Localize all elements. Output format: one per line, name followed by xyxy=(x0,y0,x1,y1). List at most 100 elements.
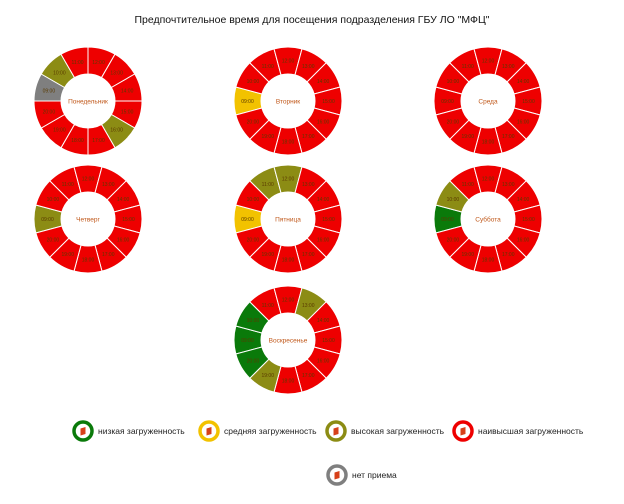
slot-time-label: 12:00 xyxy=(282,59,295,65)
slot-time-label: 14:00 xyxy=(317,197,330,203)
slot-time-label: 16:00 xyxy=(317,358,330,364)
donut-1: 09:00 10:00 11:00 12:00 13:00 14:00 15:00 16:00… xyxy=(33,46,143,156)
slot-time-label: 19:00 xyxy=(261,252,274,258)
day-label: Суббота xyxy=(475,216,501,224)
slot-time-label: 12:00 xyxy=(482,177,495,183)
slot-time-label: 15:00 xyxy=(121,109,134,115)
slot-time-label: 19:00 xyxy=(61,252,74,258)
slot-time-label: 11:00 xyxy=(262,182,274,188)
donut-5: 09:00 10:00 11:00 12:00 13:00 14:00 15:00 16:00… xyxy=(233,164,343,274)
legend-item-medium: средняя загруженность xyxy=(198,420,317,442)
legend-item-none: нет приема xyxy=(326,464,397,486)
slot-time-label: 13:00 xyxy=(302,182,315,188)
slot-segment xyxy=(35,225,70,258)
slot-time-label: 11:00 xyxy=(462,182,474,188)
legend-swatch-icon xyxy=(72,420,94,442)
slot-time-label: 18:00 xyxy=(482,258,495,264)
slot-time-label: 17:00 xyxy=(302,373,315,379)
slot-time-label: 17:00 xyxy=(302,252,315,258)
slot-time-label: 12:00 xyxy=(282,177,295,183)
day-label: Вторник xyxy=(276,99,300,106)
slot-time-label: 20:00 xyxy=(247,237,260,243)
day-label: Четверг xyxy=(76,217,100,224)
slot-time-label: 10:00 xyxy=(447,79,460,85)
slot-time-label: 13:00 xyxy=(110,70,123,76)
legend-label: низкая загруженность xyxy=(98,426,185,436)
slot-time-label: 20:00 xyxy=(447,119,460,125)
slot-time-label: 09:00 xyxy=(441,99,454,105)
legend-label: высокая загруженность xyxy=(351,426,445,436)
donut-4: 09:00 10:00 11:00 12:00 13:00 14:00 15:00 16:00… xyxy=(33,164,143,274)
legend-swatch-icon xyxy=(326,464,348,486)
slot-time-label: 13:00 xyxy=(502,182,515,188)
slot-time-label: 17:00 xyxy=(302,134,315,140)
slot-time-label: 18:00 xyxy=(82,258,95,264)
legend-label: наивысшая загруженность xyxy=(478,426,584,436)
slot-time-label: 18:00 xyxy=(282,140,295,146)
slot-time-label: 19:00 xyxy=(261,134,274,140)
slot-time-label: 14:00 xyxy=(317,318,330,324)
slot-time-label: 12:00 xyxy=(482,59,495,65)
slot-time-label: 11:00 xyxy=(262,64,274,70)
slot-time-label: 14:00 xyxy=(517,197,530,203)
slot-time-label: 09:00 xyxy=(43,89,56,95)
slot-time-label: 11:00 xyxy=(62,182,74,188)
slot-time-label: 17:00 xyxy=(102,252,115,258)
slot-time-label: 14:00 xyxy=(121,89,134,95)
slot-time-label: 15:00 xyxy=(522,217,535,223)
legend-item-highest: наивысшая загруженность xyxy=(452,420,583,442)
slot-time-label: 09:00 xyxy=(241,338,254,344)
slot-time-label: 09:00 xyxy=(241,217,254,223)
slot-time-label: 16:00 xyxy=(517,237,530,243)
slot-time-label: 20:00 xyxy=(447,237,460,243)
slot-time-label: 14:00 xyxy=(117,197,130,203)
slot-time-label: 20:00 xyxy=(47,237,60,243)
slot-time-label: 12:00 xyxy=(92,60,105,66)
slot-segment xyxy=(33,100,66,129)
legend-label: нет приема xyxy=(352,470,397,480)
legend-item-low: низкая загруженность xyxy=(72,420,185,442)
chart-title: Предпочтительное время для посещения под… xyxy=(134,14,490,26)
slot-time-label: 14:00 xyxy=(317,79,330,85)
slot-time-label: 20:00 xyxy=(247,119,260,125)
slot-time-label: 13:00 xyxy=(302,64,315,70)
slot-time-label: 13:00 xyxy=(502,64,515,70)
slot-time-label: 12:00 xyxy=(82,177,95,183)
slot-time-label: 10:00 xyxy=(247,79,260,85)
day-label: Пятница xyxy=(275,217,301,224)
slot-time-label: 15:00 xyxy=(122,217,135,223)
slot-time-label: 09:00 xyxy=(241,99,254,105)
legend-swatch-icon xyxy=(452,420,474,442)
slot-time-label: 17:00 xyxy=(502,134,515,140)
slot-time-label: 17:00 xyxy=(502,252,515,258)
donut-2: 09:00 10:00 11:00 12:00 13:00 14:00 15:00 16:00… xyxy=(233,46,343,156)
slot-time-label: 16:00 xyxy=(110,128,123,134)
day-label: Воскресенье xyxy=(269,338,308,345)
slot-time-label: 15:00 xyxy=(322,99,335,105)
slot-time-label: 20:00 xyxy=(43,109,56,115)
slot-time-label: 15:00 xyxy=(522,99,535,105)
slot-time-label: 11:00 xyxy=(462,64,474,70)
slot-time-label: 18:00 xyxy=(71,138,84,144)
day-label: Среда xyxy=(478,99,498,106)
slot-time-label: 14:00 xyxy=(517,79,530,85)
slot-time-label: 18:00 xyxy=(282,258,295,264)
slot-time-label: 10:00 xyxy=(247,318,260,324)
slot-segment xyxy=(235,107,270,140)
slot-time-label: 17:00 xyxy=(92,138,105,144)
slot-time-label: 09:00 xyxy=(441,217,454,223)
slot-time-label: 18:00 xyxy=(282,379,295,385)
slot-time-label: 13:00 xyxy=(302,303,315,309)
slot-time-label: 11:00 xyxy=(71,60,83,66)
legend-swatch-icon xyxy=(198,420,220,442)
slot-time-label: 19:00 xyxy=(461,134,474,140)
slot-time-label: 19:00 xyxy=(261,373,274,379)
slot-time-label: 15:00 xyxy=(322,338,335,344)
slot-time-label: 16:00 xyxy=(517,119,530,125)
slot-time-label: 19:00 xyxy=(461,252,474,258)
slot-time-label: 16:00 xyxy=(317,119,330,125)
slot-time-label: 15:00 xyxy=(322,217,335,223)
slot-time-label: 10:00 xyxy=(53,70,66,76)
donut-6: 09:00 10:00 11:00 12:00 13:00 14:00 15:00 16:00… xyxy=(433,164,543,274)
